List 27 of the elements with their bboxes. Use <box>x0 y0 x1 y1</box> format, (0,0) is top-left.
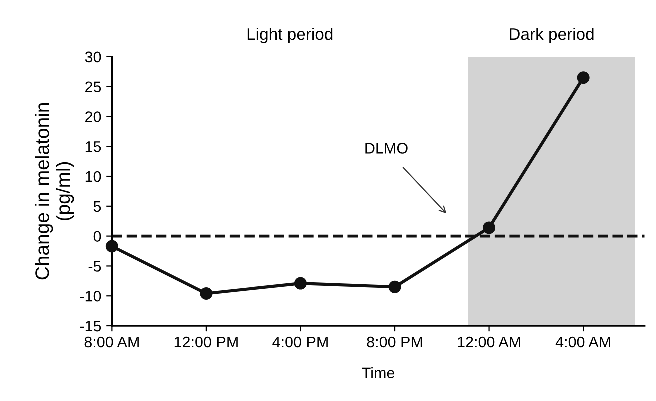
point <box>483 222 496 234</box>
point <box>577 72 590 84</box>
y-tick-label: 20 <box>86 112 102 122</box>
band-label: Dark period <box>510 28 594 44</box>
x-tick-label: 8:00 AM <box>84 336 139 348</box>
x-tick-label: 8:00 PM <box>367 336 422 348</box>
point <box>200 287 213 300</box>
y-tick-label: 30 <box>85 52 102 63</box>
y-tick-label: -5 <box>88 261 102 272</box>
point <box>388 280 402 294</box>
annotation: DLMO <box>366 143 408 154</box>
x-tick-label: 4:00 PM <box>272 336 328 348</box>
y-tick-label: 15 <box>86 142 102 152</box>
y-axis-title: Change in melatonin (pg/ml) <box>35 104 74 280</box>
y-tick-label: -15 <box>80 321 102 332</box>
y-tick-label: 5 <box>94 201 102 212</box>
y-tick-label: -10 <box>80 290 102 302</box>
y-tick-label: 10 <box>86 171 102 182</box>
point <box>294 277 307 290</box>
point <box>106 240 118 253</box>
x-tick-label: 12:00 PM <box>174 336 238 348</box>
x-tick-label: 12:00 AM <box>458 336 520 348</box>
text: Light period <box>248 28 333 44</box>
x-axis-title: Time <box>362 367 395 379</box>
y-tick-label: 0 <box>94 231 102 242</box>
x-tick-label: 4:00 AM <box>556 336 610 348</box>
y-tick-label: 25 <box>86 82 102 93</box>
